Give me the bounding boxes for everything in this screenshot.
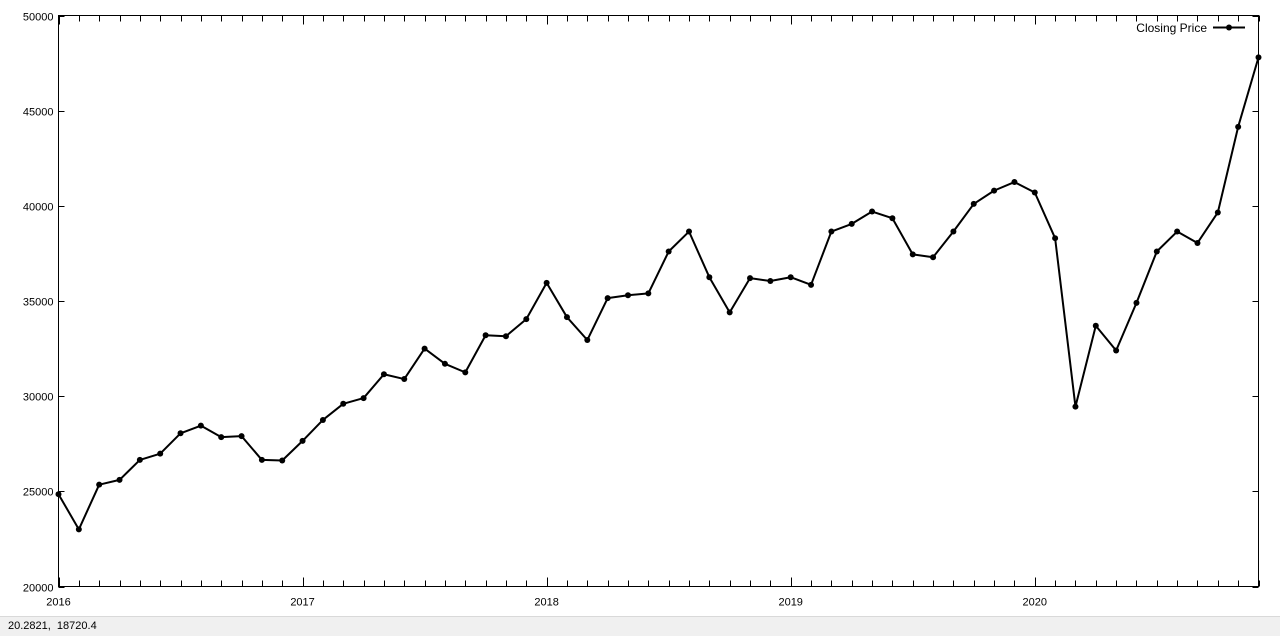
- data-point: [380, 371, 387, 378]
- data-point: [1214, 209, 1221, 216]
- legend: Closing Price: [1136, 21, 1245, 35]
- data-point: [1235, 123, 1242, 130]
- data-point: [157, 450, 164, 457]
- data-point: [1113, 347, 1120, 354]
- data-point: [1174, 228, 1181, 235]
- data-point: [1052, 235, 1059, 242]
- data-point: [787, 274, 794, 281]
- cursor-coordinates: 20.2821, 18720.4: [8, 620, 97, 632]
- data-point: [197, 422, 204, 429]
- data-point: [1011, 179, 1018, 186]
- data-point: [1072, 403, 1079, 410]
- data-point: [624, 292, 631, 299]
- x-tick-label: 2020: [1023, 597, 1047, 609]
- plot-area[interactable]: 20000 25000 30000 35000 40000 45000 50000 2016…: [0, 0, 1280, 616]
- plot-frame: [58, 15, 1259, 587]
- y-tick-label: 20000: [23, 583, 54, 595]
- data-point: [828, 228, 835, 235]
- data-point: [340, 400, 347, 407]
- x-tick-label: 2016: [46, 597, 70, 609]
- data-point: [218, 434, 225, 441]
- x-axis-tick-labels: 2016 2017 2018 2019 2020: [46, 597, 1047, 609]
- data-point: [686, 228, 693, 235]
- y-tick-label: 40000: [23, 202, 54, 214]
- data-point: [563, 314, 570, 321]
- data-point: [401, 376, 408, 383]
- data-point: [96, 481, 103, 488]
- data-point: [1153, 248, 1160, 255]
- x-tick-label: 2018: [534, 597, 558, 609]
- data-point: [441, 360, 448, 367]
- data-point: [258, 456, 265, 463]
- data-point: [930, 254, 937, 261]
- x-tick-label: 2019: [778, 597, 802, 609]
- y-tick-label: 50000: [23, 12, 54, 24]
- data-point: [543, 279, 550, 286]
- y-tick-label: 30000: [23, 392, 54, 404]
- data-point: [747, 275, 754, 282]
- data-point: [279, 457, 286, 464]
- axis-ticks: [58, 15, 1260, 588]
- legend-label: Closing Price: [1136, 21, 1207, 35]
- data-point: [1133, 299, 1140, 306]
- data-point: [1194, 239, 1201, 246]
- data-point: [319, 416, 326, 423]
- data-point: [238, 433, 245, 440]
- data-point: [502, 333, 509, 340]
- data-point: [645, 290, 652, 297]
- data-point: [848, 220, 855, 227]
- data-point: [584, 337, 591, 344]
- x-tick-label: 2017: [290, 597, 314, 609]
- data-point: [360, 395, 367, 402]
- data-point: [1031, 189, 1038, 196]
- data-point: [950, 228, 957, 235]
- y-axis-tick-labels: 20000 25000 30000 35000 40000 45000 50000: [23, 12, 54, 595]
- data-point: [482, 332, 489, 339]
- data-point: [665, 248, 672, 255]
- data-point: [462, 369, 469, 376]
- data-point: [767, 278, 774, 285]
- data-point: [523, 316, 530, 323]
- y-tick-label: 45000: [23, 107, 54, 119]
- legend-marker-sample: [1226, 24, 1232, 31]
- data-point: [726, 309, 733, 316]
- data-point: [421, 345, 428, 352]
- data-point: [136, 456, 143, 463]
- series-closing-price: [55, 54, 1262, 533]
- data-point: [116, 476, 123, 483]
- series-line: [57, 57, 1260, 531]
- line-chart: 20000 25000 30000 35000 40000 45000 50000 2016…: [23, 12, 1262, 609]
- data-point: [909, 251, 916, 258]
- data-point: [991, 187, 998, 194]
- y-tick-label: 35000: [23, 297, 54, 309]
- data-point: [808, 281, 815, 288]
- data-point: [299, 437, 306, 444]
- status-bar: 20.2821, 18720.4: [0, 616, 1280, 636]
- data-point: [706, 274, 713, 281]
- y-tick-label: 25000: [23, 487, 54, 499]
- data-point: [1092, 322, 1099, 329]
- data-point: [604, 295, 611, 302]
- data-point: [75, 526, 82, 533]
- data-point: [889, 215, 896, 222]
- data-point: [869, 208, 876, 215]
- data-point: [177, 430, 184, 437]
- data-point: [970, 200, 977, 207]
